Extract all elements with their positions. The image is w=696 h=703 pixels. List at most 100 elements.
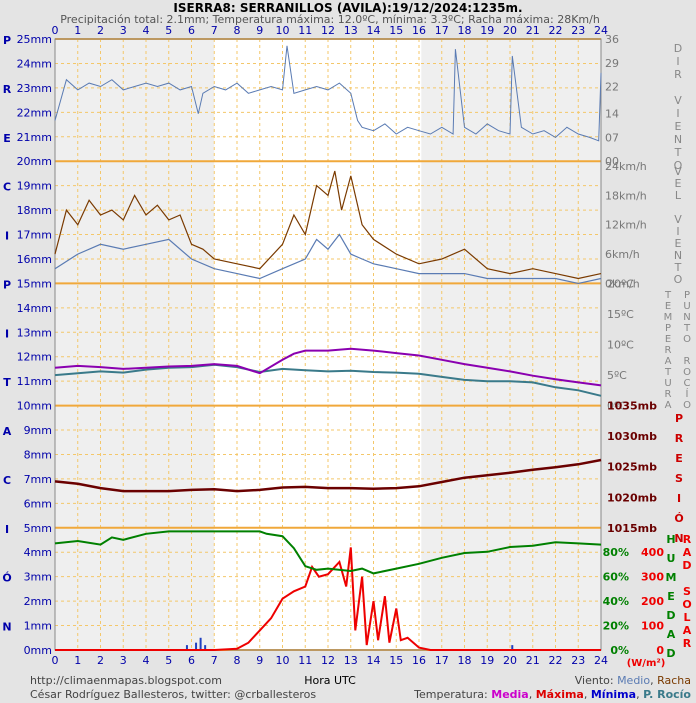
dir-title-letter: I (676, 107, 679, 120)
pressure-title-letter: I (677, 492, 681, 505)
radiation-title-letter: S (683, 585, 691, 598)
chart-title: ISERRA8: SERRANILLOS (AVILA):19/12/2024:… (173, 1, 522, 15)
dew-title-letter: P (684, 290, 690, 301)
top-hour-label: 17 (435, 24, 449, 37)
bottom-hour-label: 10 (276, 654, 290, 667)
left-tick-label: 19mm (17, 180, 52, 193)
night-shade-evening (421, 39, 601, 650)
pressure-title-letter: R (675, 432, 684, 445)
temp-tick-label: 20ºC (607, 277, 634, 290)
dir-title-letter: I (676, 55, 679, 68)
humidity-tick-label: 0% (610, 644, 629, 657)
footer-author: César Rodríguez Ballesteros, twitter: @c… (30, 688, 316, 701)
left-tick-label: 6mm (24, 497, 52, 510)
temp-title-letter: E (665, 334, 671, 345)
top-hour-label: 5 (165, 24, 172, 37)
vel-title-letter: I (676, 225, 679, 238)
left-letter: E (3, 132, 11, 145)
top-hour-label: 6 (188, 24, 195, 37)
left-letter: P (3, 278, 11, 291)
top-hour-label: 0 (52, 24, 59, 37)
humidity-tick-label: 20% (603, 620, 629, 633)
temp-legend-mean: Media (491, 688, 528, 701)
temp-tick-label: 5ºC (607, 369, 627, 382)
bottom-hour-label: 20 (503, 654, 517, 667)
left-tick-label: 2mm (24, 595, 52, 608)
top-hour-label: 9 (256, 24, 263, 37)
dir-title-letter: D (674, 42, 682, 55)
top-hour-label: 1 (74, 24, 81, 37)
temp-legend-min: Mínima (591, 688, 636, 701)
temp-legend-sep-2: , (584, 688, 591, 701)
humidity-title-letter: D (666, 647, 675, 660)
left-tick-label: 12mm (17, 351, 52, 364)
vel-tick-label: 0km/h (605, 277, 640, 290)
dir-title-letter: V (674, 94, 682, 107)
vel-title-letter: L (675, 189, 682, 202)
dir-tick-label: 29 (605, 57, 619, 70)
top-hour-label: 11 (298, 24, 312, 37)
pressure-tick-label: 1035mb (607, 400, 657, 413)
left-tick-label: 16mm (17, 253, 52, 266)
left-letter: Ó (2, 572, 11, 585)
pressure-tick-label: 1025mb (607, 461, 657, 474)
dew-title-letter: O (683, 367, 691, 378)
vel-tick-label: 6km/h (605, 248, 640, 261)
bottom-hour-label: 11 (298, 654, 312, 667)
dew-title-letter: R (684, 356, 691, 367)
bottom-hour-label: 22 (549, 654, 563, 667)
top-hour-label: 23 (571, 24, 585, 37)
left-tick-label: 1mm (24, 620, 52, 633)
vel-tick-label: 12km/h (605, 219, 647, 232)
dir-tick-label: 14 (605, 108, 619, 121)
left-tick-label: 8mm (24, 448, 52, 461)
left-tick-label: 20mm (17, 155, 52, 168)
bottom-hour-label: 17 (435, 654, 449, 667)
vel-title-letter: E (675, 237, 682, 250)
dew-title-letter: C (684, 378, 691, 389)
bottom-hour-label: 18 (458, 654, 472, 667)
humidity-title-letter: D (666, 609, 675, 622)
dew-title-letter: T (683, 323, 691, 334)
left-tick-label: 22mm (17, 106, 52, 119)
vel-title-letter: E (675, 177, 682, 190)
top-hour-label: 24 (594, 24, 608, 37)
temp-tick-label: 10ºC (607, 339, 634, 352)
top-hour-label: 8 (234, 24, 241, 37)
radiation-tick-label: 300 (641, 571, 664, 584)
bottom-hour-label: 3 (120, 654, 127, 667)
top-hour-label: 10 (276, 24, 290, 37)
top-hour-label: 3 (120, 24, 127, 37)
vel-title-letter: O (674, 273, 683, 286)
left-letter: A (3, 425, 12, 438)
left-tick-label: 4mm (24, 546, 52, 559)
dir-title-letter: R (674, 68, 682, 81)
radiation-tick-label: 400 (641, 546, 664, 559)
humidity-title-letter: M (666, 571, 677, 584)
humidity-tick-label: 60% (603, 571, 629, 584)
top-hour-label: 21 (526, 24, 540, 37)
wind-legend-gust: Racha (657, 674, 691, 687)
dew-title-letter: N (683, 312, 690, 323)
bottom-hour-label: 2 (97, 654, 104, 667)
x-axis-label: Hora UTC (304, 674, 356, 687)
top-hour-label: 7 (211, 24, 218, 37)
top-hour-label: 15 (389, 24, 403, 37)
radiation-title-letter: D (682, 559, 691, 572)
left-letter: I (5, 327, 9, 340)
temp-title-letter: P (665, 323, 671, 334)
bottom-hour-label: 23 (571, 654, 585, 667)
wind-mean-line (54, 233, 602, 285)
left-tick-label: 25mm (17, 33, 52, 46)
dew-point-line (54, 363, 602, 397)
left-letter: N (2, 621, 11, 634)
top-hour-label: 18 (458, 24, 472, 37)
bottom-hour-label: 9 (256, 654, 263, 667)
left-letter: I (5, 230, 9, 243)
pressure-title-letter: Ó (674, 512, 683, 525)
left-tick-label: 24mm (17, 57, 52, 70)
left-tick-label: 0mm (24, 644, 52, 657)
top-hour-label: 12 (321, 24, 335, 37)
temp-legend: Temperatura: Media, Máxima, Mínima, P. R… (413, 688, 691, 701)
temp-title-letter: U (664, 378, 671, 389)
